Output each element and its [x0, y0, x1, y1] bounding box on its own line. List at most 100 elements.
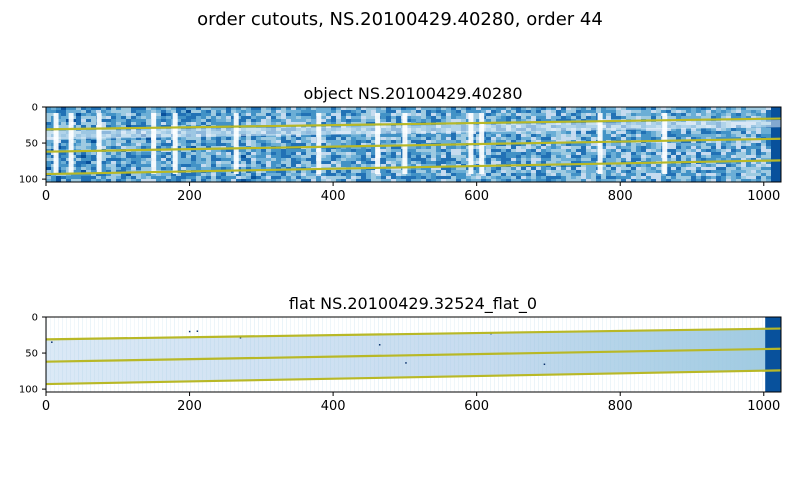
- image-pixel: [581, 107, 586, 110]
- image-pixel: [701, 134, 706, 137]
- image-pixel: [716, 149, 721, 152]
- image-pixel: [71, 110, 76, 113]
- image-pixel: [331, 113, 336, 116]
- image-pixel: [191, 152, 196, 155]
- image-pixel: [406, 161, 411, 164]
- image-pixel: [181, 152, 186, 155]
- image-pixel: [271, 161, 276, 164]
- image-pixel: [381, 119, 386, 122]
- image-pixel: [651, 110, 656, 113]
- image-pixel: [301, 173, 306, 176]
- image-pixel: [706, 116, 711, 119]
- image-pixel: [521, 176, 526, 179]
- image-pixel: [81, 167, 86, 170]
- image-pixel: [636, 176, 641, 179]
- image-pixel: [711, 176, 716, 179]
- image-pixel: [121, 164, 126, 167]
- image-pixel: [116, 155, 121, 158]
- image-pixel: [501, 107, 506, 110]
- image-pixel: [456, 149, 461, 152]
- image-pixel: [241, 137, 246, 140]
- image-pixel: [111, 140, 116, 143]
- image-pixel: [546, 143, 551, 146]
- image-pixel: [101, 146, 106, 149]
- image-pixel: [541, 158, 546, 161]
- image-pixel: [306, 122, 311, 125]
- image-pixel: [686, 110, 691, 113]
- image-pixel: [741, 152, 746, 155]
- image-pixel: [431, 158, 436, 161]
- flat-column: [362, 317, 363, 392]
- image-pixel: [136, 161, 141, 164]
- image-pixel: [141, 155, 146, 158]
- flat-column: [174, 317, 175, 392]
- image-pixel: [706, 152, 711, 155]
- image-pixel: [631, 152, 636, 155]
- image-pixel: [346, 161, 351, 164]
- image-pixel: [241, 116, 246, 119]
- image-pixel: [526, 122, 531, 125]
- image-pixel: [526, 158, 531, 161]
- image-pixel: [631, 113, 636, 116]
- image-pixel: [231, 119, 236, 122]
- image-pixel: [326, 110, 331, 113]
- image-pixel: [561, 149, 566, 152]
- image-pixel: [346, 164, 351, 167]
- image-pixel: [396, 134, 401, 137]
- image-pixel: [601, 143, 606, 146]
- image-pixel: [456, 173, 461, 176]
- image-pixel: [551, 152, 556, 155]
- image-pixel: [536, 131, 541, 134]
- image-pixel: [126, 119, 131, 122]
- image-pixel: [461, 110, 466, 113]
- image-pixel: [506, 131, 511, 134]
- image-pixel: [146, 173, 151, 176]
- image-pixel: [301, 170, 306, 173]
- image-pixel: [276, 158, 281, 161]
- image-pixel: [246, 155, 251, 158]
- flat-column: [614, 317, 615, 392]
- image-pixel: [551, 155, 556, 158]
- image-pixel: [586, 167, 591, 170]
- image-pixel: [271, 173, 276, 176]
- image-pixel: [206, 113, 211, 116]
- image-pixel: [416, 107, 421, 110]
- image-pixel: [266, 164, 271, 167]
- image-pixel: [776, 152, 781, 155]
- image-pixel: [616, 149, 621, 152]
- image-pixel: [271, 167, 276, 170]
- image-pixel: [636, 107, 641, 110]
- image-pixel: [476, 179, 481, 182]
- image-pixel: [461, 167, 466, 170]
- image-pixel: [601, 149, 606, 152]
- image-pixel: [426, 170, 431, 173]
- image-pixel: [411, 116, 416, 119]
- image-pixel: [221, 140, 226, 143]
- image-pixel: [516, 179, 521, 182]
- image-pixel: [736, 113, 741, 116]
- image-pixel: [166, 107, 171, 110]
- image-pixel: [371, 158, 376, 161]
- image-pixel: [161, 116, 166, 119]
- image-pixel: [61, 107, 66, 110]
- image-pixel: [236, 110, 241, 113]
- image-pixel: [436, 113, 441, 116]
- image-pixel: [411, 137, 416, 140]
- image-pixel: [476, 149, 481, 152]
- image-pixel: [496, 158, 501, 161]
- image-pixel: [586, 137, 591, 140]
- image-pixel: [526, 170, 531, 173]
- image-pixel: [556, 134, 561, 137]
- image-pixel: [496, 116, 501, 119]
- image-pixel: [506, 107, 511, 110]
- image-pixel: [636, 167, 641, 170]
- image-pixel: [361, 137, 366, 140]
- image-pixel: [156, 161, 161, 164]
- image-pixel: [66, 158, 71, 161]
- flat-column: [654, 317, 655, 392]
- image-pixel: [416, 146, 421, 149]
- image-pixel: [641, 107, 646, 110]
- image-pixel: [621, 143, 626, 146]
- image-pixel: [196, 119, 201, 122]
- image-pixel: [776, 143, 781, 146]
